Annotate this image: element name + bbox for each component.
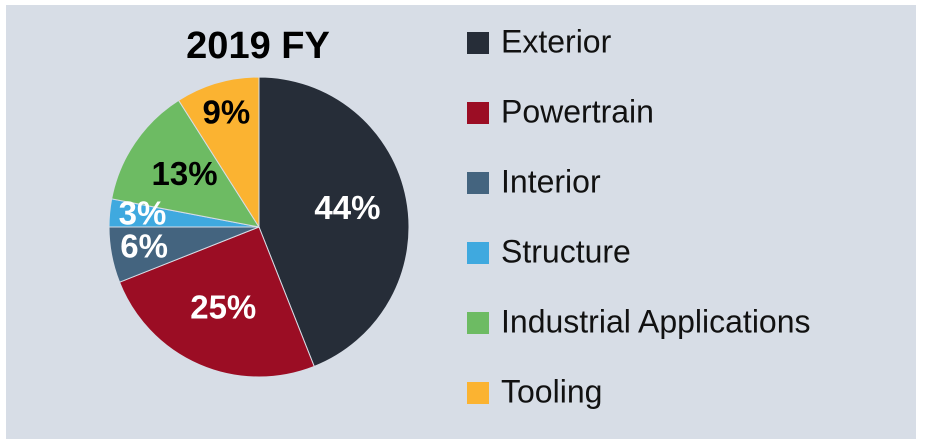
data-label: 6% (120, 228, 168, 265)
chart-title: 2019 FY (186, 25, 330, 67)
legend-swatch (467, 32, 489, 54)
legend-label: Powertrain (501, 93, 654, 129)
legend-swatch (467, 172, 489, 194)
data-label: 9% (203, 93, 251, 130)
pie-slice (111, 99, 261, 228)
data-label: 3% (119, 195, 167, 232)
legend-label: Structure (501, 233, 631, 269)
legend-label: Tooling (501, 373, 602, 409)
pie-slice (258, 76, 410, 368)
data-label: 25% (190, 288, 256, 325)
legend-swatch (467, 102, 489, 124)
legend-swatch (467, 382, 489, 404)
legend-swatch (467, 242, 489, 264)
legend-label: Interior (501, 163, 601, 199)
pie-slice (177, 76, 260, 229)
pie-slice (118, 226, 315, 378)
data-label: 13% (152, 155, 218, 192)
data-label: 44% (314, 189, 380, 226)
legend-label: Exterior (501, 23, 612, 59)
legend-swatch (467, 312, 489, 334)
legend-label: Industrial Applications (501, 303, 811, 339)
